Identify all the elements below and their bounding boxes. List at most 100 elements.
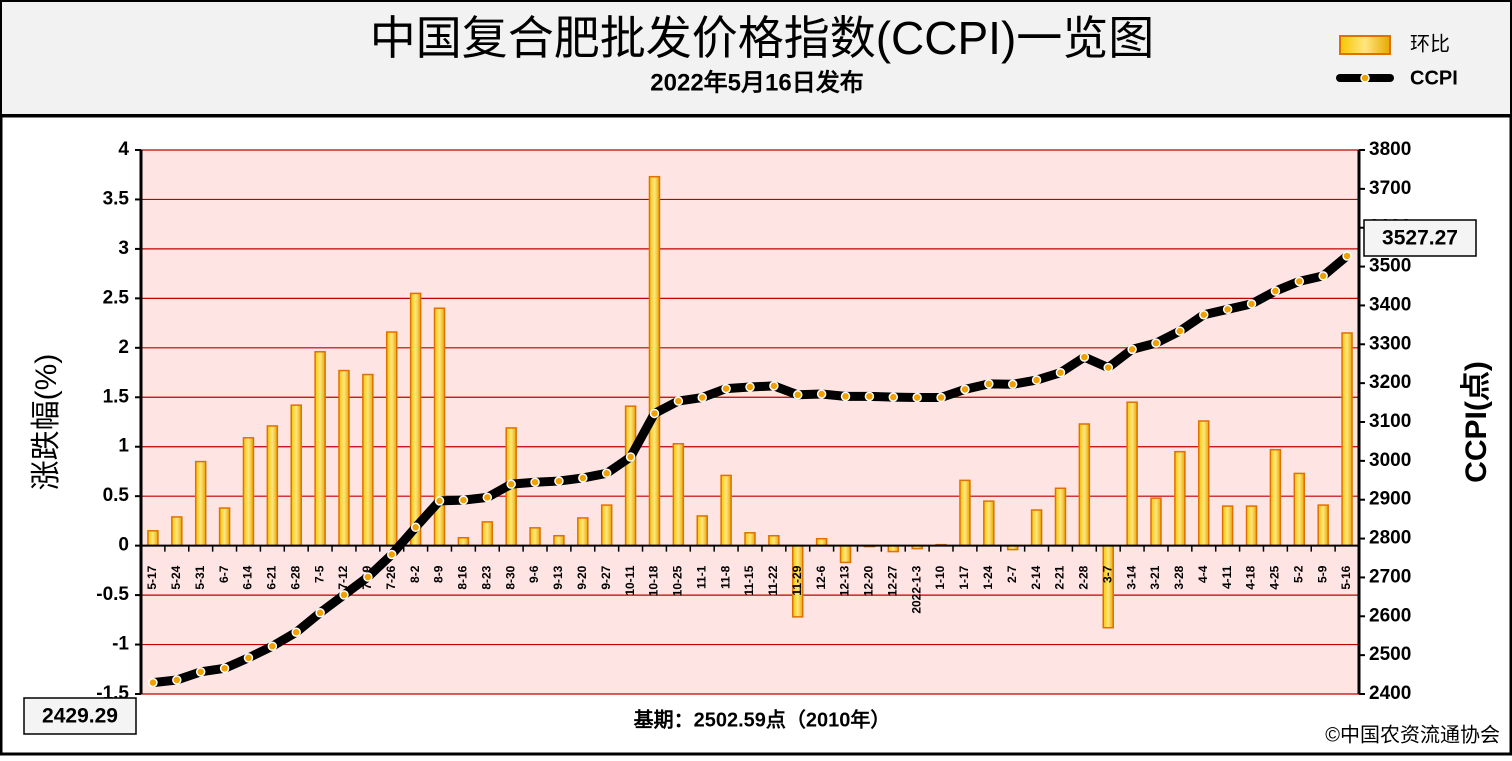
- bar: [983, 500, 995, 547]
- y2-tick-label: 3300: [1369, 333, 1411, 354]
- x-tick-label: 2-14: [1029, 565, 1043, 589]
- bar: [290, 404, 302, 547]
- line-marker: [1222, 304, 1233, 315]
- bar: [362, 373, 374, 547]
- y2-tick-label: 3800: [1369, 139, 1411, 160]
- bar: [1102, 544, 1114, 629]
- line-marker: [960, 384, 970, 395]
- line-marker: [1270, 286, 1281, 296]
- x-tick-label: 4-25: [1268, 565, 1282, 589]
- bar: [1030, 509, 1043, 547]
- x-tick-label: 6-21: [265, 565, 279, 589]
- legend-marker: [1360, 73, 1370, 83]
- x-tick-label: 10-11: [623, 565, 637, 595]
- x-tick-label: 11-15: [742, 565, 756, 595]
- y-tick-label: 3: [118, 238, 129, 259]
- x-tick-label: 9-20: [575, 565, 589, 589]
- line-marker: [625, 452, 636, 462]
- y2-tick-label: 2700: [1369, 566, 1411, 587]
- x-tick-label: 5-2: [1291, 565, 1305, 583]
- bar: [266, 425, 279, 547]
- bar: [553, 534, 565, 547]
- line-marker: [1199, 310, 1209, 320]
- y-tick-label: -0.5: [96, 584, 129, 605]
- bar: [720, 474, 732, 547]
- bar: [194, 460, 207, 547]
- x-tick-label: 7-5: [312, 565, 326, 583]
- bar: [457, 536, 470, 547]
- line-marker: [339, 590, 349, 600]
- x-tick-label: 2-21: [1053, 565, 1067, 589]
- x-tick-label: 11-29: [790, 565, 804, 595]
- line-marker: [816, 389, 827, 399]
- x-tick-label: 6-28: [288, 565, 302, 589]
- line-marker: [1055, 367, 1066, 378]
- line-marker: [912, 392, 922, 403]
- line-marker: [243, 653, 254, 663]
- y2-axis-title: CCPI(点): [1460, 361, 1493, 483]
- bar: [815, 537, 828, 547]
- x-tick-label: 8-2: [408, 565, 422, 583]
- bar: [624, 405, 637, 547]
- line-marker: [1246, 299, 1257, 309]
- legend-label: CCPI: [1410, 67, 1458, 89]
- x-tick-label: 3-7: [1100, 565, 1114, 583]
- value-label: 2429.29: [42, 705, 118, 728]
- y-tick-label: 2.5: [103, 287, 130, 308]
- bar: [672, 443, 685, 547]
- line-marker: [840, 391, 851, 402]
- chart-title: 中国复合肥批发价格指数(CCPI)一览图: [370, 12, 1155, 64]
- line-marker: [936, 392, 946, 403]
- x-tick-label: 9-13: [551, 565, 565, 589]
- y2-tick-label: 3100: [1369, 411, 1411, 432]
- line-marker: [1151, 338, 1161, 348]
- x-tick-label: 11-22: [766, 565, 780, 595]
- y2-tick-label: 2400: [1369, 683, 1411, 704]
- bar: [218, 507, 231, 547]
- bar: [1317, 504, 1329, 547]
- source: ©中国农资流通协会: [1325, 723, 1500, 746]
- y-tick-label: -1: [112, 634, 129, 655]
- line-marker: [888, 392, 899, 402]
- y2-tick-label: 2800: [1369, 528, 1411, 549]
- bar: [1341, 332, 1353, 547]
- footnote: 基期：2502.59点（2010年）: [634, 707, 891, 731]
- x-tick-label: 2022-1-3: [909, 565, 923, 613]
- bar: [648, 175, 661, 547]
- line-marker: [482, 492, 493, 503]
- bar: [1269, 448, 1282, 547]
- x-tick-label: 7-12: [336, 565, 350, 589]
- line-marker: [984, 379, 994, 389]
- y2-tick-label: 2900: [1369, 489, 1411, 510]
- x-tick-label: 7-26: [384, 565, 398, 589]
- bar: [481, 521, 494, 547]
- value-label-box: [1363, 219, 1477, 257]
- line-marker: [769, 381, 779, 391]
- x-tick-label: 8-30: [503, 565, 517, 589]
- line-marker: [697, 392, 707, 403]
- bar: [959, 479, 971, 547]
- line-marker: [1007, 379, 1018, 390]
- x-tick-label: 12-27: [885, 565, 899, 596]
- line-marker: [601, 468, 612, 479]
- x-tick-label: 5-24: [169, 565, 183, 589]
- y-axis-title: 涨跌幅(%): [30, 354, 63, 491]
- y-tick-label: 1: [118, 436, 129, 457]
- x-tick-label: 8-16: [456, 565, 470, 589]
- header-box: [0, 0, 1512, 116]
- bar: [1174, 450, 1186, 547]
- y-tick-label: 0.5: [103, 485, 130, 506]
- y-tick-label: 3.5: [103, 188, 130, 209]
- x-tick-label: 11-8: [718, 565, 732, 589]
- y2-tick-label: 3500: [1369, 256, 1411, 277]
- bar: [1293, 472, 1306, 547]
- line-marker: [578, 473, 588, 483]
- line-marker: [1342, 251, 1352, 261]
- bar: [1126, 401, 1138, 547]
- line-marker: [291, 627, 301, 637]
- legend-label: 环比: [1410, 32, 1450, 55]
- y-tick-label: 2: [118, 337, 129, 358]
- x-tick-label: 10-25: [671, 565, 685, 596]
- legend-swatch: [1339, 35, 1391, 55]
- line-marker: [649, 408, 660, 419]
